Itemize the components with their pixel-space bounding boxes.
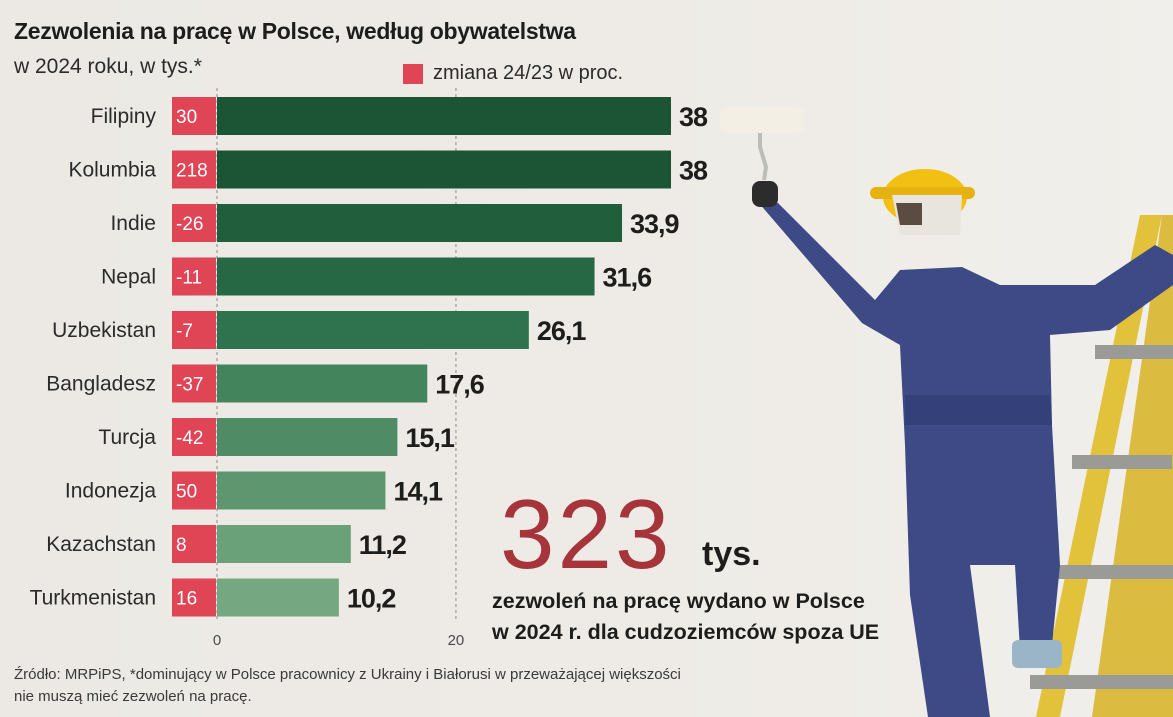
change-label: -37 [176, 375, 203, 396]
change-label: -11 [176, 268, 202, 289]
change-box [172, 257, 216, 296]
change-label: 218 [176, 161, 208, 182]
chart-title: Zezwolenia na pracę w Polsce, według oby… [14, 18, 576, 44]
value-label: 38 [679, 102, 708, 132]
category-label: Kolumbia [68, 159, 156, 182]
change-label: 16 [176, 589, 197, 610]
change-label: 30 [176, 107, 197, 128]
category-label: Turcja [98, 426, 156, 449]
change-label: -26 [176, 214, 203, 235]
change-box [172, 204, 216, 242]
value-label: 26,1 [537, 316, 587, 346]
category-label: Uzbekistan [52, 319, 156, 342]
legend: zmiana 24/23 w proc. [403, 62, 623, 85]
bar-chart: 0 20 30 Filipiny 38 218 Kolumbia 38 -26 Indie 33,9… [30, 88, 709, 649]
highlight-caption-line2: w 2024 r. dla cudzoziemców spoza UE [492, 620, 880, 644]
category-label: Bangladesz [46, 373, 156, 396]
value-label: 38 [679, 156, 708, 186]
change-box [172, 150, 216, 189]
x-tick-label: 0 [213, 632, 221, 649]
change-box [172, 471, 216, 510]
bar [217, 97, 671, 135]
bar [217, 418, 398, 456]
value-label: 10,2 [347, 584, 396, 614]
legend-swatch [403, 63, 423, 84]
category-label: Indonezja [65, 480, 156, 503]
category-label: Nepal [101, 266, 156, 289]
legend-label: zmiana 24/23 w proc. [433, 62, 624, 84]
bar [217, 257, 595, 296]
change-label: -42 [176, 428, 203, 449]
change-box [172, 525, 216, 563]
bar [217, 471, 386, 510]
value-label: 31,6 [603, 263, 653, 293]
x-tick-label: 20 [448, 632, 465, 649]
bar [217, 311, 529, 349]
change-box [172, 97, 216, 135]
category-label: Filipiny [91, 105, 157, 128]
highlight-caption: zezwoleń na pracę wydano w Polsce w 2024… [492, 586, 879, 648]
source-note: Źródło: MRPiPS, *dominujący w Polsce pra… [14, 664, 681, 708]
change-box [172, 418, 216, 456]
value-label: 33,9 [630, 209, 680, 239]
value-label: 17,6 [435, 370, 485, 400]
paint-roller-icon [720, 107, 804, 181]
value-label: 14,1 [393, 477, 443, 507]
category-label: Turkmenistan [30, 587, 156, 610]
bar [217, 578, 339, 617]
highlight-unit: tys. [702, 535, 761, 573]
highlight-number: 323 [500, 479, 673, 589]
source-line2: nie muszą mieć zezwoleń na pracę. [14, 688, 252, 705]
change-label: 8 [176, 535, 187, 556]
chart-subtitle: w 2024 roku, w tys.* [14, 55, 202, 78]
category-label: Kazachstan [46, 533, 156, 556]
change-box [172, 364, 216, 403]
painter-illustration [720, 107, 1173, 717]
change-label: -7 [176, 321, 193, 342]
bar [217, 525, 351, 563]
worker-body [752, 169, 1173, 717]
highlight-caption-line1: zezwoleń na pracę wydano w Polsce [492, 589, 865, 613]
change-label: 50 [176, 482, 197, 503]
change-box [172, 311, 216, 349]
bar [217, 150, 671, 189]
change-box [172, 578, 216, 617]
bar [217, 204, 623, 242]
value-label: 15,1 [405, 423, 455, 453]
source-line1: Źródło: MRPiPS, *dominujący w Polsce pra… [14, 666, 681, 683]
bar [217, 364, 428, 403]
value-label: 11,2 [359, 530, 406, 560]
category-label: Indie [110, 212, 156, 235]
ladder-icon [1030, 215, 1173, 717]
